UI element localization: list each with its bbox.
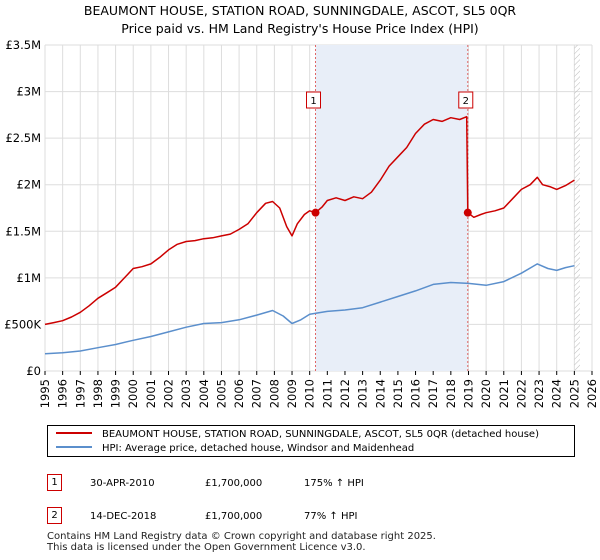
sale-2-box — [458, 91, 474, 109]
x-tick-label: 2024 — [550, 379, 564, 408]
chart-title-block: BEAUMONT HOUSE, STATION ROAD, SUNNINGDAL… — [0, 2, 600, 38]
legend: BEAUMONT HOUSE, STATION ROAD, SUNNINGDAL… — [47, 425, 575, 457]
x-tick-label: 2017 — [426, 379, 440, 408]
chart-title: BEAUMONT HOUSE, STATION ROAD, SUNNINGDAL… — [83, 3, 517, 18]
y-tick-label: £3.5M — [5, 38, 41, 52]
sale-period-shading — [315, 45, 580, 371]
footer-copyright: Contains HM Land Registry data © Crown c… — [47, 531, 436, 542]
x-tick-label: 1997 — [73, 379, 87, 408]
x-tick-label: 2006 — [232, 379, 246, 408]
x-tick-label: 1995 — [38, 379, 52, 408]
x-tick-label: 2005 — [214, 379, 228, 408]
sale-period-band — [315, 45, 468, 371]
sale-date-2: 14-DEC-2018 — [90, 511, 157, 522]
footer: Contains HM Land Registry data © Crown c… — [47, 531, 436, 553]
x-tick-label: 2012 — [338, 379, 352, 408]
x-tick-label: 2013 — [356, 379, 370, 408]
x-tick-label: 2023 — [532, 379, 546, 408]
legend-item-hpi: HPI: Average price, detached house, Wind… — [56, 443, 414, 455]
x-tick-label: 2011 — [320, 379, 334, 408]
x-tick-label: 1999 — [109, 379, 123, 408]
sale-2-label: 2 — [463, 96, 469, 107]
x-tick-label: 1996 — [56, 379, 70, 408]
sale-date-1: 30-APR-2010 — [90, 478, 155, 489]
y-tick-label: £1M — [16, 271, 41, 285]
x-tick-label: 2008 — [267, 379, 281, 408]
x-tick-label: 2021 — [497, 379, 511, 408]
x-tick-label: 2022 — [514, 379, 528, 408]
sale-badge-1: 1 — [47, 474, 62, 491]
sale-1-label: 1 — [310, 96, 316, 107]
x-tick-label: 2018 — [444, 379, 458, 408]
x-tick-label: 2016 — [409, 379, 423, 408]
sale-badge-2: 2 — [47, 507, 62, 524]
x-tick-label: 2007 — [250, 379, 264, 408]
sale-price-1: £1,700,000 — [205, 478, 263, 489]
footer-licence: This data is licensed under the Open Gov… — [47, 542, 366, 553]
x-tick-label: 2002 — [162, 379, 176, 408]
sale-pct-2: 77% ↑ HPI — [304, 511, 358, 522]
x-tick-label: 1998 — [91, 379, 105, 408]
hpi-line — [44, 263, 575, 355]
x-tick-label: 2014 — [373, 379, 387, 408]
sale-2-point — [463, 208, 472, 217]
x-tick-label: 2025 — [567, 379, 581, 408]
chart-subtitle: Price paid vs. HM Land Registry's House … — [121, 21, 479, 36]
y-tick-label: £0 — [26, 364, 41, 378]
sale-1-box — [306, 91, 322, 109]
y-tick-label: £2M — [16, 178, 41, 192]
y-tick-label: £1.5M — [5, 224, 41, 238]
x-tick-label: 2010 — [303, 379, 317, 408]
y-tick-label: £3M — [16, 85, 41, 99]
legend-item-property: BEAUMONT HOUSE, STATION ROAD, SUNNINGDAL… — [56, 429, 539, 441]
x-tick-label: 2003 — [179, 379, 193, 408]
y-tick-label: £500K — [4, 317, 41, 331]
x-tick-label: 2026 — [585, 379, 599, 408]
x-tick-label: 2000 — [126, 379, 140, 408]
x-tick-label: 2001 — [144, 379, 158, 408]
x-tick-label: 2020 — [479, 379, 493, 408]
legend-swatch-property — [56, 432, 92, 434]
legend-swatch-hpi — [56, 446, 92, 448]
legend-label-property: BEAUMONT HOUSE, STATION ROAD, SUNNINGDAL… — [102, 429, 539, 440]
y-tick-label: £2.5M — [5, 131, 41, 145]
future-hatch — [574, 45, 580, 371]
sale-pct-1: 175% ↑ HPI — [304, 478, 364, 489]
sale-1-point — [311, 208, 320, 217]
x-tick-label: 2009 — [285, 379, 299, 408]
x-tick-label: 2015 — [391, 379, 405, 408]
legend-label-hpi: HPI: Average price, detached house, Wind… — [102, 443, 415, 454]
x-tick-label: 2019 — [461, 379, 475, 408]
sale-price-2: £1,700,000 — [205, 511, 263, 522]
x-tick-label: 2004 — [197, 379, 211, 408]
